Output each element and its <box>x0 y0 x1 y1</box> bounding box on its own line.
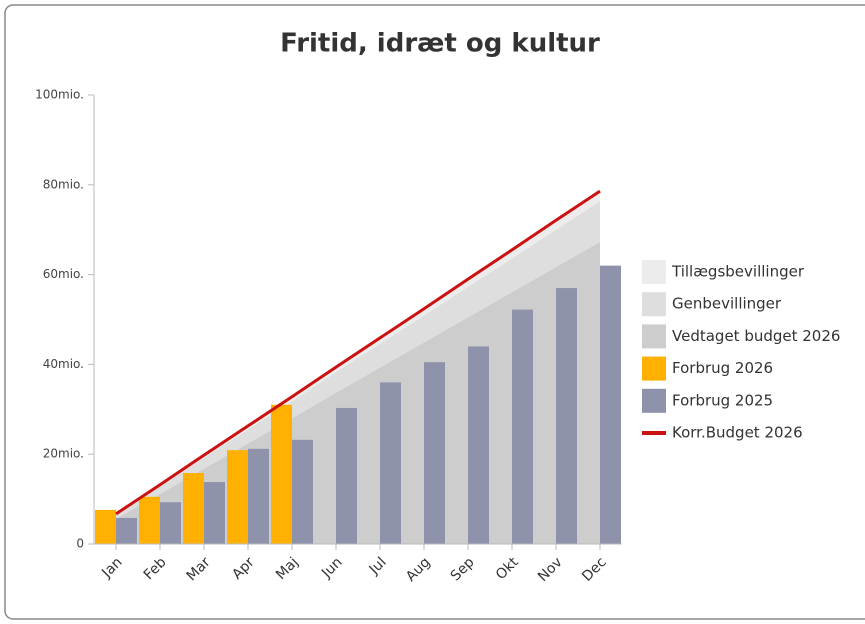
bar <box>248 448 269 544</box>
legend: Tillægsbevillinger Genbevillinger Vedtaget… <box>642 260 840 442</box>
bar <box>556 288 577 544</box>
bar <box>600 265 621 544</box>
legend-label: Korr.Budget 2026 <box>672 424 803 442</box>
legend-swatch <box>642 388 666 413</box>
line <box>115 189 601 516</box>
bar <box>116 517 137 544</box>
bar <box>183 473 204 544</box>
bar <box>380 382 401 544</box>
bar <box>512 309 533 544</box>
bar <box>271 404 292 544</box>
y-tick-label: 40mio. <box>43 357 84 371</box>
y-tick-label: 0 <box>76 537 84 551</box>
legend-label: Tillægsbevillinger <box>671 263 805 281</box>
bar <box>204 482 225 544</box>
legend-label: Genbevillinger <box>672 295 782 313</box>
y-tick-label: 20mio. <box>43 447 84 461</box>
bar <box>292 439 313 544</box>
legend-label: Forbrug 2025 <box>672 391 773 409</box>
legend-label: Vedtaget budget 2026 <box>672 327 840 345</box>
chart-title: Fritid, idræt og kultur <box>280 29 600 59</box>
legend-swatch <box>642 292 666 317</box>
legend-swatch <box>642 260 666 284</box>
bar <box>95 509 116 544</box>
bar <box>424 362 445 544</box>
y-tick-label: 60mio. <box>43 267 84 281</box>
y-tick-label: 100mio. <box>35 88 84 102</box>
legend-swatch <box>642 431 666 435</box>
bar <box>139 496 160 544</box>
bars <box>95 265 621 544</box>
legend-label: Forbrug 2026 <box>672 359 773 377</box>
area <box>116 201 600 519</box>
legend-swatch <box>642 324 666 349</box>
lines <box>115 189 601 516</box>
legend-swatch <box>642 356 666 381</box>
bar <box>468 346 489 544</box>
bar <box>160 502 181 544</box>
bar <box>336 407 357 544</box>
y-tick-label: 80mio. <box>43 177 84 191</box>
bar <box>227 450 248 544</box>
